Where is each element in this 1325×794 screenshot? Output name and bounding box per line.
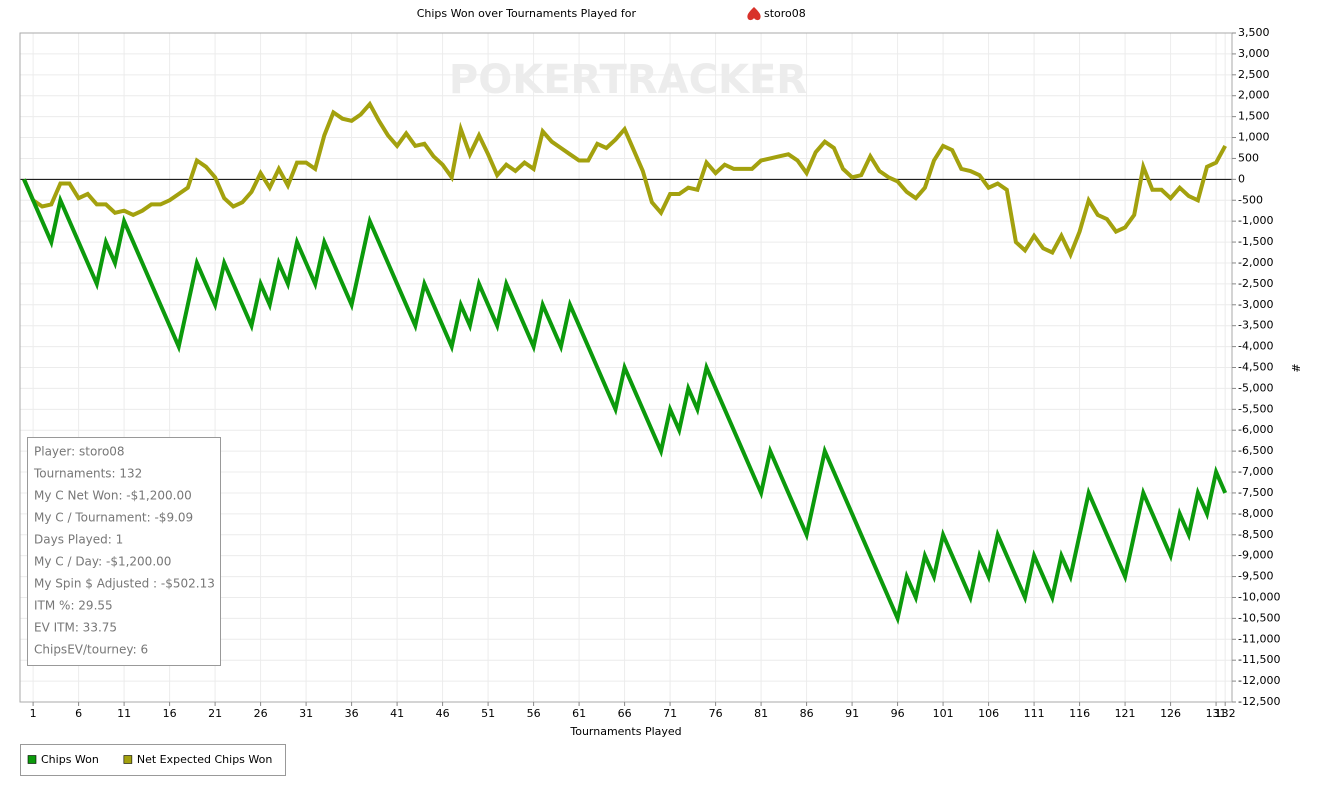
y-tick-label: -4,000 [1238,340,1273,353]
y-tick-label: -2,000 [1238,256,1273,269]
y-tick-label: 0 [1238,172,1245,185]
legend-label: Chips Won [41,753,99,766]
stat-line: ChipsEV/tourney: 6 [34,643,148,657]
y-tick-label: -6,000 [1238,423,1273,436]
x-tick-label: 71 [663,707,677,720]
stats-box [27,437,221,666]
x-tick-label: 126 [1160,707,1181,720]
y-tick-label: -9,000 [1238,549,1273,562]
x-tick-label: 96 [891,707,905,720]
x-tick-label: 46 [436,707,450,720]
y-tick-label: -12,000 [1238,674,1280,687]
y-tick-label: -500 [1238,193,1263,206]
y-tick-label: -8,500 [1238,528,1273,541]
y-tick-label: 1,500 [1238,110,1270,123]
y-tick-label: -11,500 [1238,653,1280,666]
series-line [22,100,1227,260]
stat-line: ITM %: 29.55 [34,599,113,613]
x-tick-label: 16 [163,707,177,720]
y-axis-label: # [1289,363,1302,372]
player-name: storo08 [764,7,806,20]
stat-line: Days Played: 1 [34,533,123,547]
x-tick-label: 101 [933,707,954,720]
stat-line: My C Net Won: -$1,200.00 [34,489,192,503]
y-tick-label: 500 [1238,151,1259,164]
x-tick-label: 41 [390,707,404,720]
x-tick-label: 66 [618,707,632,720]
stats: Player: storo08 Tournaments: 132 My C Net … [33,445,215,657]
x-tick-label: 91 [845,707,859,720]
x-tick-label: 76 [709,707,723,720]
spade-icon [747,7,761,21]
y-tick-label: -9,500 [1238,570,1273,583]
stat-line: EV ITM: 33.75 [34,621,117,635]
y-tick-label: -4,500 [1238,361,1273,374]
y-tick-label: -6,500 [1238,444,1273,457]
x-tick-label: 26 [254,707,268,720]
x-tick-label: 132 [1215,707,1236,720]
stat-line: My Spin $ Adjusted : -$502.13 [34,577,215,591]
y-tick-label: -5,000 [1238,381,1273,394]
x-tick-label: 51 [481,707,495,720]
legend: Chips Won Net Expected Chips Won [27,753,273,766]
y-tick-label: -3,500 [1238,319,1273,332]
y-tick-label: -10,000 [1238,590,1280,603]
stat-line: My C / Day: -$1,200.00 [34,555,171,569]
series-line [22,178,1228,625]
legend-swatch [123,755,133,764]
x-tick-label: 121 [1115,707,1136,720]
stat-line: Tournaments: 132 [33,467,142,481]
x-tick-label: 61 [572,707,586,720]
x-tick-label: 11 [117,707,131,720]
stat-line: My C / Tournament: -$9.09 [34,511,193,525]
y-tick-label: -7,500 [1238,486,1273,499]
x-tick-label: 111 [1024,707,1045,720]
x-tick-label: 131 [1206,707,1227,720]
x-tick-label: 81 [754,707,768,720]
x-axis-label: Tournaments Played [569,725,681,738]
y-tick-label: -5,500 [1238,402,1273,415]
legend-label: Net Expected Chips Won [137,753,273,766]
y-tick-label: 3,000 [1238,47,1270,60]
y-tick-label: -11,000 [1238,632,1280,645]
x-tick-label: 106 [978,707,999,720]
y-tick-label: -2,500 [1238,277,1273,290]
x-tick-label: 21 [208,707,222,720]
y-tick-label: -1,000 [1238,214,1273,227]
y-tick-label: -8,000 [1238,507,1273,520]
y-tick-label: 2,500 [1238,68,1270,81]
y-tick-label: 1,000 [1238,131,1270,144]
y-tick-label: -1,500 [1238,235,1273,248]
x-tick-label: 1 [30,707,37,720]
y-tick-label: 3,500 [1238,26,1270,39]
x-tick-label: 31 [299,707,313,720]
y-tick-label: -12,500 [1238,695,1280,708]
x-tick-label: 86 [800,707,814,720]
stat-line: Player: storo08 [34,445,125,459]
x-tick-label: 116 [1069,707,1090,720]
x-tick-label: 56 [527,707,541,720]
legend-box [20,744,286,776]
y-tick-label: -10,500 [1238,611,1280,624]
chart-title: Chips Won over Tournaments Played for [417,7,637,20]
x-tick-label: 6 [75,707,82,720]
y-tick-label: -7,000 [1238,465,1273,478]
y-tick-label: 2,000 [1238,89,1270,102]
y-tick-label: -3,000 [1238,298,1273,311]
x-tick-label: 36 [345,707,359,720]
legend-swatch [27,755,37,764]
